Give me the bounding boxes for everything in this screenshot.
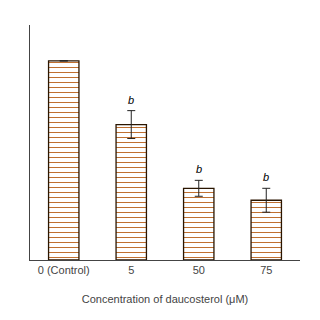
svg-text:5: 5	[128, 264, 134, 276]
svg-text:0 (Control): 0 (Control)	[38, 264, 90, 276]
svg-text:b: b	[263, 171, 269, 183]
svg-text:50: 50	[193, 264, 205, 276]
svg-text:b: b	[196, 163, 202, 175]
svg-text:b: b	[128, 94, 134, 106]
svg-text:75: 75	[260, 264, 272, 276]
svg-text:Concentration of daucosterol (: Concentration of daucosterol (μM)	[82, 293, 249, 305]
